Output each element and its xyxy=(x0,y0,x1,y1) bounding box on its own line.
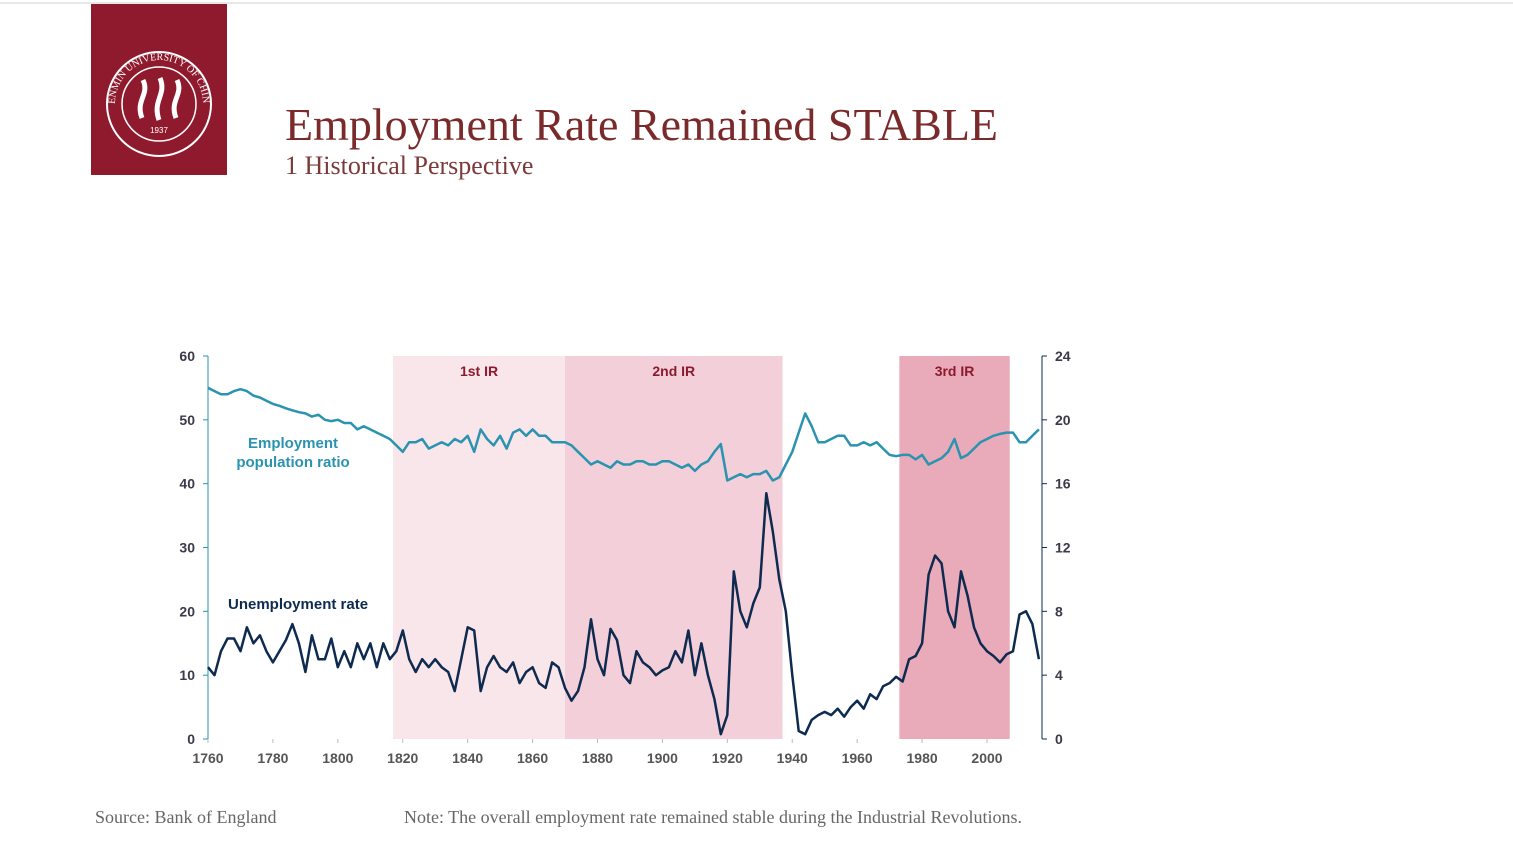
y2-tick-label: 0 xyxy=(1055,731,1063,747)
period-label: 3rd IR xyxy=(935,363,975,379)
note: Note: The overall employment rate remain… xyxy=(404,807,1022,827)
x-tick-label: 1880 xyxy=(582,750,613,766)
y2-tick-label: 24 xyxy=(1055,348,1071,364)
y-tick-label: 0 xyxy=(187,731,195,747)
x-tick-label: 1860 xyxy=(517,750,548,766)
y-tick-label: 20 xyxy=(179,603,195,619)
x-tick-label: 1960 xyxy=(842,750,873,766)
x-tick-label: 2000 xyxy=(971,750,1002,766)
x-tick-label: 1800 xyxy=(322,750,353,766)
source: Source: Bank of England xyxy=(95,807,276,827)
slide-subtitle: 1 Historical Perspective xyxy=(285,151,533,180)
x-tick-label: 1980 xyxy=(907,750,938,766)
x-tick-label: 1840 xyxy=(452,750,483,766)
logo-ring xyxy=(106,51,212,157)
annotation: Employment xyxy=(248,435,338,452)
x-tick-label: 1940 xyxy=(777,750,808,766)
series-line xyxy=(207,491,1041,736)
y-tick-label: 60 xyxy=(179,348,195,364)
y-tick-label: 30 xyxy=(179,540,195,556)
period-band xyxy=(565,356,783,739)
period-label: 1st IR xyxy=(460,363,498,379)
logo-ring-inner xyxy=(121,66,197,142)
y-tick-label: 40 xyxy=(179,476,195,492)
period-band xyxy=(899,356,1010,739)
logo-emblem xyxy=(137,77,182,121)
series-line xyxy=(207,386,1040,482)
y2-tick-label: 20 xyxy=(1055,412,1071,428)
logo-year: 1937 xyxy=(150,126,168,135)
y-tick-label: 10 xyxy=(179,667,195,683)
y2-tick-label: 16 xyxy=(1055,476,1071,492)
y2-tick-label: 8 xyxy=(1055,603,1063,619)
y2-tick-label: 12 xyxy=(1055,540,1071,556)
x-tick-label: 1760 xyxy=(192,750,223,766)
y2-tick-label: 4 xyxy=(1055,667,1063,683)
annotation: population ratio xyxy=(236,454,349,471)
slide-title: Employment Rate Remained STABLE xyxy=(285,99,998,150)
plot: 1st IR 2nd IR 3rd IR 0 10 20 30 40 50 60 0 4 8 12 16 20… xyxy=(94,195,1152,775)
x-tick-label: 1780 xyxy=(257,750,288,766)
x-tick-label: 1920 xyxy=(712,750,743,766)
annotation: Unemployment rate xyxy=(228,596,368,613)
logo-box xyxy=(91,4,227,175)
period-label: 2nd IR xyxy=(652,363,695,379)
x-tick-label: 1900 xyxy=(647,750,678,766)
y-tick-label: 50 xyxy=(179,412,195,428)
x-tick-label: 1820 xyxy=(387,750,418,766)
